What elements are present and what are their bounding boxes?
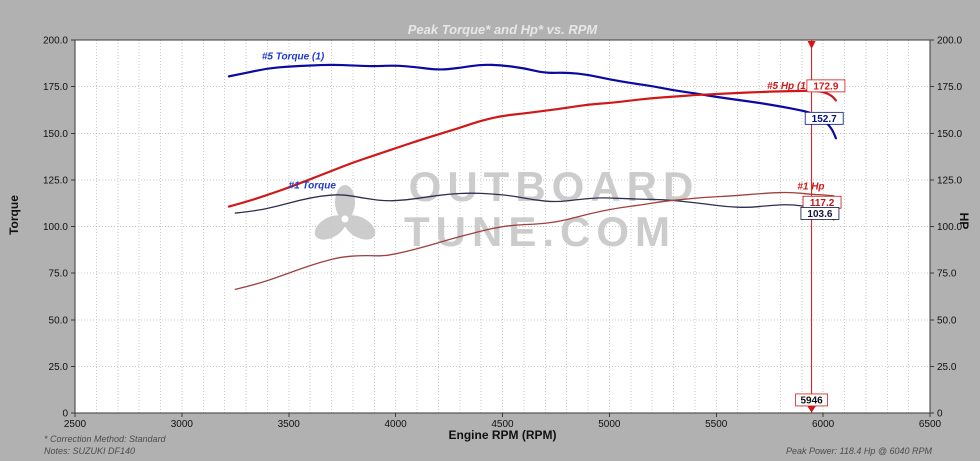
watermark-line1: OUTBOARD <box>409 163 700 210</box>
series-label: #1 Hp <box>797 182 824 193</box>
y-tick-label-right: 100.0 <box>937 222 962 233</box>
x-tick-label: 3000 <box>171 419 194 430</box>
y-tick-label-left: 0 <box>62 409 68 420</box>
footer-correction-method: * Correction Method: Standard <box>44 434 166 444</box>
y-tick-label-right: 200.0 <box>937 36 962 47</box>
y-tick-label-left: 75.0 <box>49 269 69 280</box>
y-tick-label-left: 100.0 <box>43 222 68 233</box>
series-label: #1 Torque <box>289 180 337 191</box>
y-tick-label-left: 50.0 <box>49 315 69 326</box>
x-tick-label: 5000 <box>598 419 621 430</box>
value-box-text: 5946 <box>800 395 823 406</box>
value-box-text: 152.7 <box>812 114 837 125</box>
y-tick-label-right: 150.0 <box>937 129 962 140</box>
y-tick-label-left: 175.0 <box>43 82 68 93</box>
value-box <box>800 207 840 220</box>
y-tick-label-left: 200.0 <box>43 36 68 47</box>
y-axis-title-torque: Torque <box>7 195 21 235</box>
watermark-line2: TUNE.COM <box>404 208 676 255</box>
y-axis-title-hp: HP <box>957 212 971 230</box>
footer-notes: Notes: SUZUKI DF140 <box>44 446 136 456</box>
y-tick-label-right: 75.0 <box>937 269 957 280</box>
series-label: #5 Torque (1) <box>262 52 325 63</box>
x-tick-label: 6500 <box>919 419 942 430</box>
x-tick-label: 6000 <box>812 419 835 430</box>
value-box-text: 117.2 <box>810 198 835 209</box>
y-tick-label-right: 50.0 <box>937 315 957 326</box>
series-curve-0 <box>234 192 835 221</box>
cursor-top-marker <box>807 41 816 49</box>
y-tick-label-right: 125.0 <box>937 175 962 186</box>
value-box <box>804 111 844 125</box>
y-tick-label-right: 0 <box>937 409 943 420</box>
x-tick-label: 4000 <box>385 419 408 430</box>
axis-ticks <box>71 39 934 417</box>
series-label: #5 Hp (1) <box>767 81 810 92</box>
value-box-text: 172.9 <box>813 81 838 92</box>
series-curve-1 <box>234 191 835 290</box>
y-tick-label-left: 150.0 <box>43 129 68 140</box>
y-tick-label-left: 125.0 <box>43 175 68 186</box>
x-axis-title: Engine RPM (RPM) <box>448 428 557 442</box>
footer-notes-block: * Correction Method: Standard Notes: SUZ… <box>44 433 166 457</box>
y-tick-label-right: 175.0 <box>937 82 962 93</box>
footer-peak-power: Peak Power: 118.4 Hp @ 6040 RPM <box>785 446 932 456</box>
chart-title: Peak Torque* and Hp* vs. RPM <box>407 22 598 37</box>
series-curve-3 <box>227 89 838 208</box>
x-tick-label: 3500 <box>278 419 301 430</box>
x-tick-label: 2500 <box>64 419 87 430</box>
value-box-text: 103.6 <box>807 209 832 220</box>
y-tick-label-left: 25.0 <box>49 362 69 373</box>
x-tick-label: 5500 <box>705 419 728 430</box>
value-box <box>806 79 846 93</box>
series-curve-2 <box>227 63 838 140</box>
y-tick-label-right: 25.0 <box>937 362 957 373</box>
x-tick-label: 4500 <box>491 419 514 430</box>
value-box <box>795 393 828 407</box>
propeller-icon <box>314 185 376 240</box>
gridlines <box>75 40 930 413</box>
